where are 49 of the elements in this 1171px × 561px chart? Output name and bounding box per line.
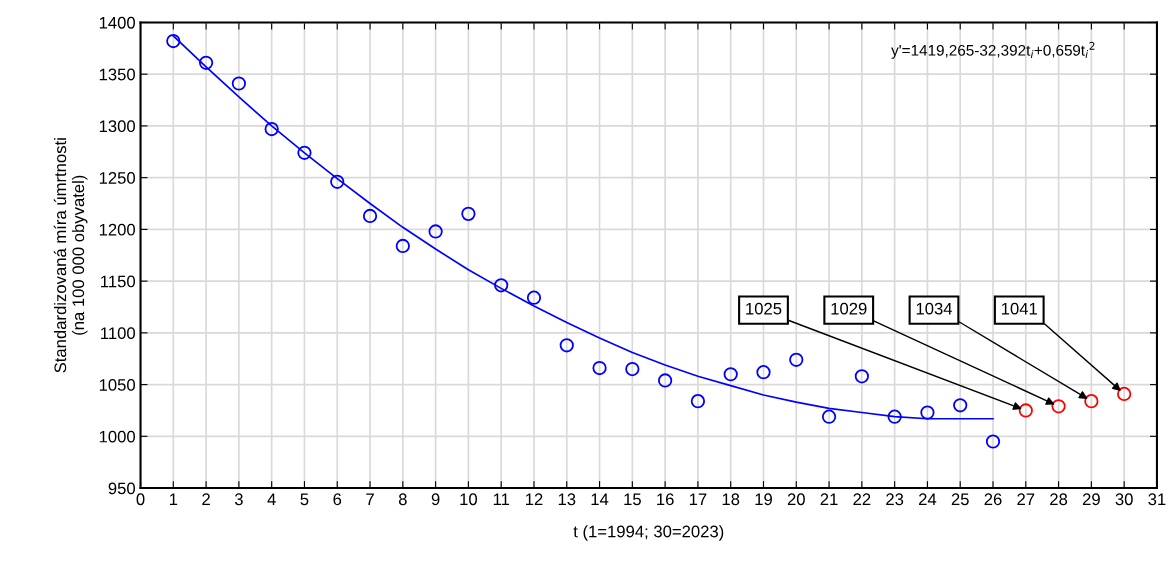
x-tick-label: 23 bbox=[886, 493, 904, 506]
y-tick-label: 1100 bbox=[101, 327, 136, 340]
x-tick-label: 28 bbox=[1050, 493, 1068, 506]
x-tick-label: 30 bbox=[1115, 493, 1133, 506]
x-tick-label: 22 bbox=[853, 493, 871, 506]
x-axis-title: t (1=1994; 30=2023) bbox=[573, 525, 724, 541]
x-tick-label: 17 bbox=[689, 493, 707, 506]
x-tick-label: 26 bbox=[984, 493, 1002, 506]
x-tick-label: 12 bbox=[525, 493, 543, 506]
x-tick-label: 4 bbox=[267, 493, 276, 506]
y-tick-label: 1050 bbox=[99, 379, 136, 391]
y-tick-label: 1150 bbox=[101, 275, 136, 288]
y-tick-label: 1250 bbox=[99, 172, 136, 184]
x-tick-label: 9 bbox=[431, 493, 440, 506]
annotation: 1041 bbox=[1001, 302, 1037, 315]
y-tick-label: 1400 bbox=[99, 16, 136, 29]
y-axis-title: Standardizovaná míra úmrtnosti (na 100 000 obyvatel) bbox=[53, 138, 88, 373]
x-tick-label: 6 bbox=[333, 493, 342, 506]
x-tick-label: 19 bbox=[755, 493, 772, 506]
x-tick-label: 14 bbox=[591, 493, 609, 506]
y-tick-label: 1200 bbox=[99, 223, 136, 236]
annotation: 1029 bbox=[831, 302, 867, 315]
x-tick-label: 25 bbox=[951, 493, 969, 506]
x-tick-label: 5 bbox=[300, 493, 309, 506]
x-tick-label: 24 bbox=[919, 493, 937, 506]
x-tick-label: 21 bbox=[820, 493, 838, 506]
annotation: y'=1419,265-32,392t$_{i}$+0,659t$_{i}$$^{2}$ bbox=[891, 41, 1095, 59]
x-tick-label: 0 bbox=[136, 493, 145, 506]
y-tick-label: 950 bbox=[108, 482, 136, 495]
y-tick-label: 1350 bbox=[99, 68, 136, 81]
x-tick-label: 20 bbox=[787, 493, 805, 506]
x-tick-label: 18 bbox=[722, 493, 740, 506]
y-tick-label: 1300 bbox=[99, 120, 136, 133]
x-tick-label: 15 bbox=[624, 493, 641, 506]
y-tick-label: 1000 bbox=[99, 430, 136, 443]
x-tick-label: 31 bbox=[1148, 493, 1166, 506]
x-tick-label: 1 bbox=[169, 493, 178, 506]
x-tick-label: 8 bbox=[398, 493, 407, 506]
x-tick-label: 16 bbox=[657, 493, 674, 506]
x-tick-label: 11 bbox=[493, 493, 510, 506]
x-tick-label: 27 bbox=[1017, 493, 1035, 506]
annotation: 1034 bbox=[916, 302, 953, 315]
x-tick-label: 13 bbox=[558, 493, 576, 506]
x-tick-label: 29 bbox=[1082, 493, 1100, 506]
annotation: 1025 bbox=[746, 302, 782, 315]
x-tick-label: 2 bbox=[202, 493, 210, 506]
x-tick-label: 10 bbox=[460, 493, 478, 506]
x-tick-label: 7 bbox=[366, 493, 374, 506]
x-tick-label: 3 bbox=[234, 493, 243, 506]
